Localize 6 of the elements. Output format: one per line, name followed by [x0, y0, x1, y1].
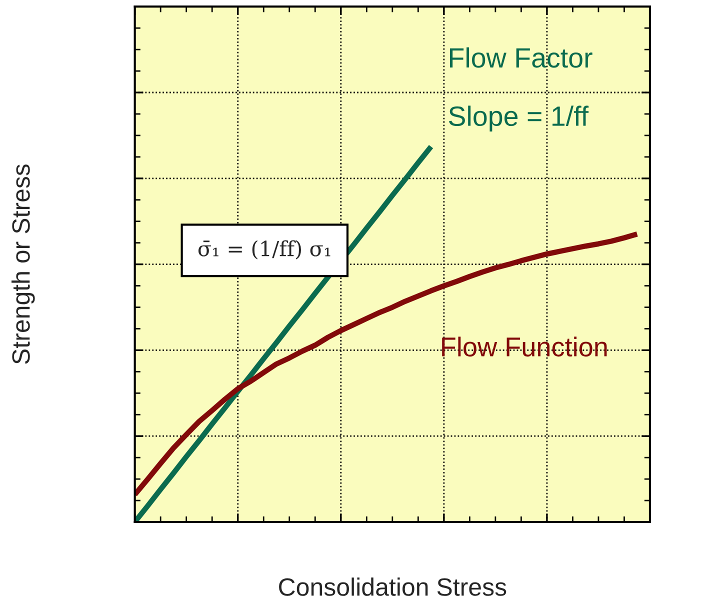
annotation: σ̄₁ = (1/ff) σ₁	[198, 240, 330, 260]
text: Flow Factor	[450, 47, 592, 68]
y-axis-title: Strength or Stress	[12, 164, 35, 364]
text: Slope = 1/ff	[448, 106, 589, 132]
x-axis-title: Consolidation Stress	[279, 578, 506, 596]
series-label: Flow Function	[442, 336, 607, 357]
